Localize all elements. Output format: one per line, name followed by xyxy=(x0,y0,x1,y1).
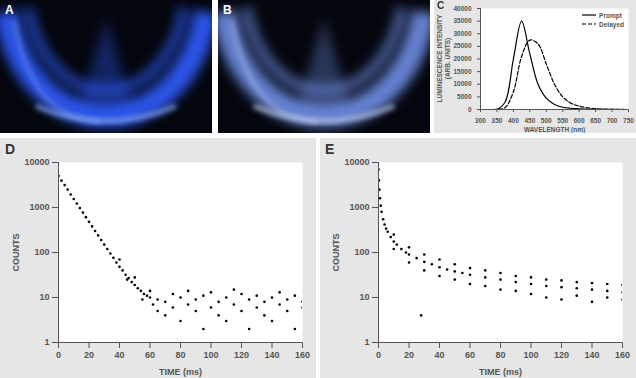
html-text:Prompt: Prompt xyxy=(599,12,622,19)
svg-text:1: 1 xyxy=(364,337,369,347)
svg-text:WAVELENGTH (nm): WAVELENGTH (nm) xyxy=(524,126,585,134)
svg-text:TIME (ms): TIME (ms) xyxy=(479,367,522,377)
svg-text:40: 40 xyxy=(114,350,124,360)
html-text:A: A xyxy=(5,3,14,17)
svg-text:550: 550 xyxy=(557,117,568,124)
svg-text:350: 350 xyxy=(492,117,503,124)
svg-text:160: 160 xyxy=(295,350,310,360)
svg-text:160: 160 xyxy=(615,350,630,360)
svg-text:80: 80 xyxy=(175,350,185,360)
svg-text:450: 450 xyxy=(524,117,535,124)
html-text:Delayed: Delayed xyxy=(599,21,624,28)
svg-text:35000: 35000 xyxy=(453,17,471,24)
svg-text:140: 140 xyxy=(584,350,599,360)
svg-text:COUNTS: COUNTS xyxy=(11,234,21,272)
html-text:E: E xyxy=(325,141,335,157)
svg-text:10000: 10000 xyxy=(344,157,369,167)
svg-text:5000: 5000 xyxy=(457,93,472,100)
svg-text:750: 750 xyxy=(623,117,634,124)
svg-text:100: 100 xyxy=(34,247,49,257)
svg-text:140: 140 xyxy=(264,350,279,360)
svg-text:120: 120 xyxy=(234,350,249,360)
svg-text:10000: 10000 xyxy=(453,80,471,87)
svg-text:650: 650 xyxy=(590,117,601,124)
svg-text:10000: 10000 xyxy=(24,157,49,167)
svg-text:0: 0 xyxy=(56,350,61,360)
svg-text:40000: 40000 xyxy=(453,5,471,12)
svg-text:25000: 25000 xyxy=(453,42,471,49)
html-text:B: B xyxy=(223,3,232,17)
svg-text:1000: 1000 xyxy=(29,202,49,212)
svg-text:1000: 1000 xyxy=(349,202,369,212)
svg-text:COUNTS: COUNTS xyxy=(331,234,341,272)
svg-text:700: 700 xyxy=(607,117,618,124)
svg-text:10: 10 xyxy=(39,292,49,302)
svg-text:10: 10 xyxy=(359,292,369,302)
svg-text:60: 60 xyxy=(145,350,155,360)
svg-text:120: 120 xyxy=(554,350,569,360)
svg-text:500: 500 xyxy=(541,117,552,124)
svg-text:100: 100 xyxy=(523,350,538,360)
svg-text:300: 300 xyxy=(475,117,486,124)
svg-text:400: 400 xyxy=(508,117,519,124)
svg-text:15000: 15000 xyxy=(453,68,471,75)
svg-text:1: 1 xyxy=(44,337,49,347)
svg-text:LUMINESCENCE INTENSITY: LUMINESCENCE INTENSITY xyxy=(436,14,443,102)
svg-text:20: 20 xyxy=(84,350,94,360)
svg-text:TIME (ms): TIME (ms) xyxy=(159,367,202,377)
svg-text:100: 100 xyxy=(354,247,369,257)
html-text:D: D xyxy=(5,141,16,157)
svg-text:600: 600 xyxy=(574,117,585,124)
svg-text:80: 80 xyxy=(495,350,505,360)
svg-text:100: 100 xyxy=(203,350,218,360)
svg-text:40: 40 xyxy=(434,350,444,360)
svg-text:20000: 20000 xyxy=(453,55,471,62)
svg-text:(ARB. UNITS): (ARB. UNITS) xyxy=(444,38,452,80)
svg-text:60: 60 xyxy=(465,350,475,360)
html-text:C: C xyxy=(437,0,445,11)
svg-text:30000: 30000 xyxy=(453,30,471,37)
svg-text:0: 0 xyxy=(468,106,472,113)
svg-text:0: 0 xyxy=(376,350,381,360)
svg-text:20: 20 xyxy=(404,350,414,360)
